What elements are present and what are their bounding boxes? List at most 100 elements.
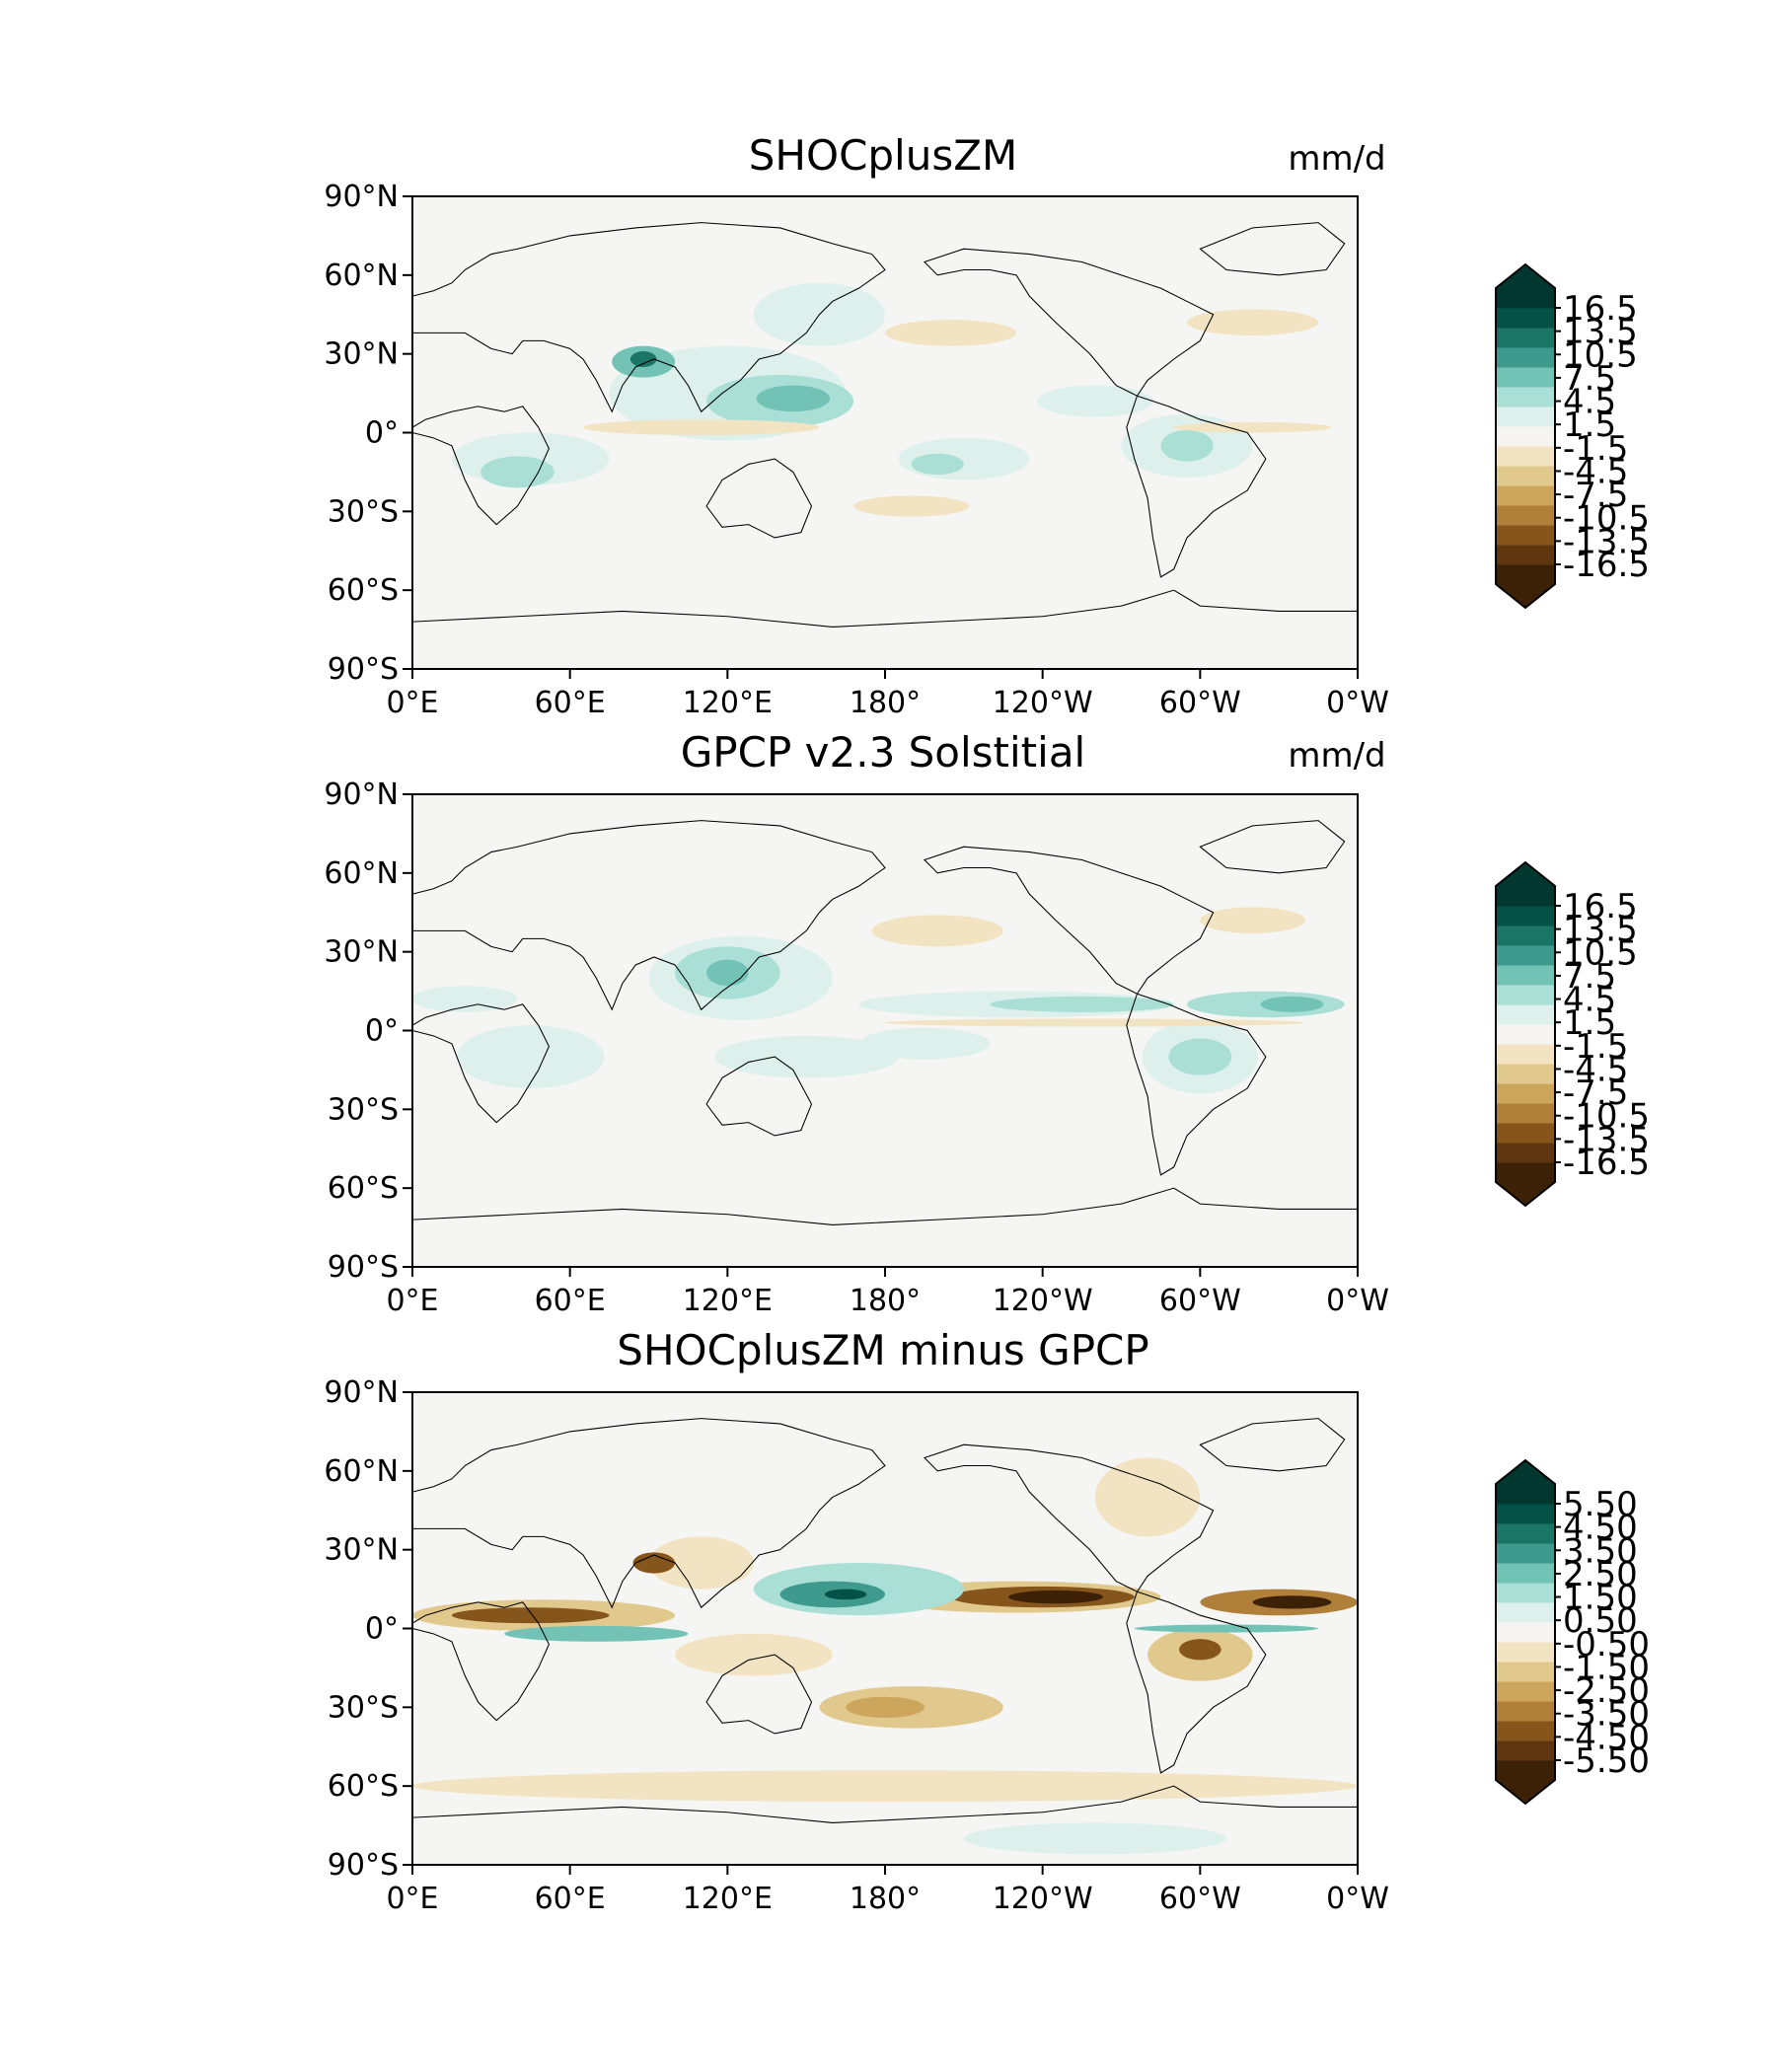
colorbar-segment xyxy=(1496,407,1555,427)
colorbar-tick-label: 1.5 xyxy=(1563,1003,1616,1043)
coastlines xyxy=(412,222,1358,628)
colorbar-segment xyxy=(1496,1642,1555,1663)
colorbar-extend-max xyxy=(1496,1460,1555,1484)
colorbar-segment xyxy=(1496,1681,1555,1702)
colorbar-tick-label: -1.50 xyxy=(1563,1648,1650,1687)
colorbar-tick-label: 1.5 xyxy=(1563,406,1616,445)
colorbar-tick-label: -10.5 xyxy=(1563,1097,1650,1137)
panel-difference: SHOCplusZM minus GPCP xyxy=(411,1326,1359,1866)
lat-tick-label: 30°N xyxy=(324,935,399,970)
colorbar-segment xyxy=(1496,985,1555,1005)
colorbar-segment xyxy=(1496,1740,1555,1761)
colorbar-tick-label: 4.5 xyxy=(1563,383,1616,422)
lon-tick-label: 120°W xyxy=(993,686,1093,720)
colorbar-tick-label: 7.5 xyxy=(1563,359,1616,399)
colorbar-segment xyxy=(1496,945,1555,966)
colorbar-segment xyxy=(1496,1701,1555,1722)
map-area xyxy=(412,1392,1358,1865)
colorbar-segment xyxy=(1496,446,1555,467)
lon-tick-label: 120°W xyxy=(993,1284,1093,1318)
lon-tick-label: 0°W xyxy=(1326,1284,1389,1318)
colorbar-segment xyxy=(1496,1004,1555,1025)
colorbar-extend-max xyxy=(1496,264,1555,288)
colorbar-tick-label: 16.5 xyxy=(1563,289,1638,329)
panel-shocpluszm: SHOCplusZM mm/d xyxy=(411,131,1386,670)
colorbar-segment xyxy=(1496,1523,1555,1544)
colorbar-extend-min xyxy=(1496,584,1555,608)
colorbar-tick-label: -13.5 xyxy=(1563,1120,1650,1159)
colorbar-segment xyxy=(1496,328,1555,348)
colorbar-segment xyxy=(1496,1583,1555,1603)
colorbar-tick-label: 0.50 xyxy=(1563,1601,1638,1641)
coastlines xyxy=(412,1418,1358,1823)
lon-tick-label: 180° xyxy=(850,686,921,720)
colorbar-tick-label: -2.50 xyxy=(1563,1671,1650,1711)
precip-contours xyxy=(412,1457,1358,1855)
colorbar-segment xyxy=(1496,387,1555,407)
colorbar-tick-label: 5.50 xyxy=(1563,1485,1638,1524)
units-label: mm/d xyxy=(1288,736,1385,776)
lat-tick-label: 90°N xyxy=(324,180,399,214)
colorbar-segment xyxy=(1496,1504,1555,1524)
lon-tick-label: 180° xyxy=(850,1284,921,1318)
colorbar-segment xyxy=(1496,545,1555,565)
panel-title: GPCP v2.3 Solstitial xyxy=(681,728,1085,777)
colorbar-tick-label: -7.5 xyxy=(1563,1073,1628,1113)
lat-tick-label: 60°S xyxy=(328,1769,399,1804)
axes-and-colorbars: 90°N60°N30°N0°30°S60°S90°S0°E 60°E 120°E 18… xyxy=(324,180,1650,1916)
precip-contours xyxy=(451,282,1332,517)
lon-tick-label: 60°W xyxy=(1159,1882,1241,1916)
lat-tick-label: 90°S xyxy=(328,1848,399,1883)
colorbar-tick-label: 1.50 xyxy=(1563,1579,1638,1618)
colorbar-tick-label: -13.5 xyxy=(1563,522,1650,561)
lat-tick-label: 90°S xyxy=(328,1250,399,1285)
colorbar-tick-label: -3.50 xyxy=(1563,1695,1650,1735)
lon-tick-label: 0°E xyxy=(386,1284,438,1318)
colorbar-segment xyxy=(1496,1143,1555,1163)
lon-tick-label: 60°W xyxy=(1159,686,1241,720)
lon-tick-label: 120°E xyxy=(683,1284,773,1318)
colorbar-tick-label: -1.5 xyxy=(1563,1027,1628,1067)
colorbar-segment xyxy=(1496,466,1555,486)
lat-tick-label: 30°S xyxy=(328,1690,399,1725)
colorbar-tick-label: -5.50 xyxy=(1563,1741,1650,1781)
units-label: mm/d xyxy=(1288,139,1385,179)
colorbar-tick-label: 3.50 xyxy=(1563,1531,1638,1571)
colorbar-segment xyxy=(1496,1123,1555,1144)
lon-tick-label: 180° xyxy=(850,1882,921,1916)
colorbar-segment xyxy=(1496,1543,1555,1564)
colorbar-outline xyxy=(1495,262,1556,610)
colorbar-segment xyxy=(1496,1721,1555,1741)
colorbar-segment xyxy=(1496,485,1555,506)
lat-tick-label: 30°S xyxy=(328,494,399,529)
colorbar-extend-min xyxy=(1496,1182,1555,1206)
lat-tick-label: 90°N xyxy=(324,777,399,812)
colorbar-segment xyxy=(1496,1044,1555,1065)
lat-tick-label: 30°S xyxy=(328,1092,399,1127)
colorbar-tick-label: -4.50 xyxy=(1563,1718,1650,1757)
colorbar-tick-label: 7.5 xyxy=(1563,957,1616,997)
lon-tick-label: 60°W xyxy=(1159,1284,1241,1318)
colorbar-segment xyxy=(1496,288,1555,309)
lon-tick-label: 120°W xyxy=(993,1882,1093,1916)
lat-tick-label: 30°N xyxy=(324,337,399,372)
lon-tick-label: 120°E xyxy=(683,1882,773,1916)
colorbar-outline xyxy=(1495,860,1556,1208)
colorbar-extend-min xyxy=(1496,1780,1555,1804)
colorbar-segment xyxy=(1496,1563,1555,1584)
colorbar-segment xyxy=(1496,925,1555,946)
colorbar-tick-label: 16.5 xyxy=(1563,887,1638,926)
lat-tick-label: 60°N xyxy=(324,1454,399,1489)
colorbar-segment xyxy=(1496,1024,1555,1045)
lon-tick-label: 0°E xyxy=(386,686,438,720)
colorbar-tick-label: 13.5 xyxy=(1563,313,1638,352)
colorbar-segment xyxy=(1496,1602,1555,1623)
panel-gpcp: GPCP v2.3 Solstitial mm/d xyxy=(411,728,1386,1268)
colorbar-segment xyxy=(1496,906,1555,926)
colorbar-segment xyxy=(1496,564,1555,585)
lat-tick-label: 0° xyxy=(365,1014,399,1049)
lat-tick-label: 90°S xyxy=(328,652,399,687)
colorbar-segment xyxy=(1496,1064,1555,1084)
colorbar-segment xyxy=(1496,886,1555,907)
